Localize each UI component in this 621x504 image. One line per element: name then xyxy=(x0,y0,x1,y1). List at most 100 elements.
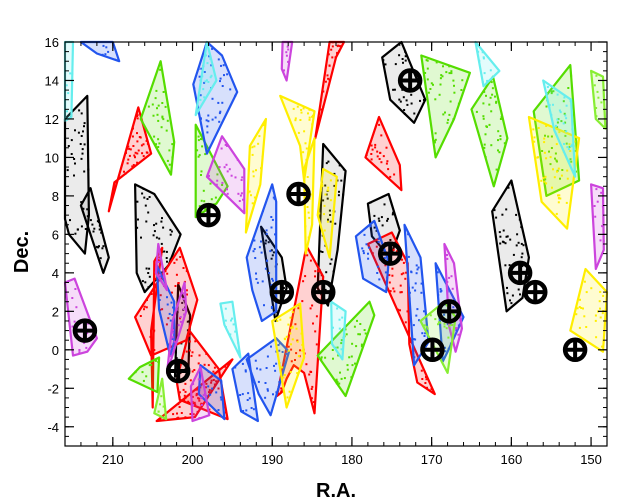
galaxy-dot xyxy=(439,77,442,80)
galaxy-dot xyxy=(163,250,166,253)
galaxy-dot xyxy=(74,232,77,235)
galaxy-dot xyxy=(193,401,196,404)
galaxy-dot xyxy=(162,226,165,229)
galaxy-dot xyxy=(400,273,403,276)
galaxy-dot xyxy=(211,387,214,390)
galaxy-dot xyxy=(370,153,373,155)
galaxy-dot xyxy=(153,230,156,233)
galaxy-dot xyxy=(548,104,551,107)
region-magenta xyxy=(189,366,211,423)
galaxy-dot xyxy=(326,189,329,192)
galaxy-dot xyxy=(424,72,427,74)
galaxy-dot xyxy=(517,241,520,244)
galaxy-dot xyxy=(337,194,340,197)
galaxy-dot xyxy=(252,408,255,411)
galaxy-dot xyxy=(338,327,341,330)
x-tick-label: 210 xyxy=(102,452,124,467)
galaxy-dot xyxy=(194,403,197,406)
galaxy-dot xyxy=(594,314,597,317)
galaxy-dot xyxy=(504,264,507,267)
galaxy-dot xyxy=(533,140,536,143)
galaxy-dot xyxy=(324,356,327,359)
galaxy-dot xyxy=(142,143,145,146)
galaxy-dot xyxy=(369,201,372,204)
galaxy-dot xyxy=(237,341,240,344)
galaxy-dot xyxy=(451,287,454,290)
galaxy-dot xyxy=(334,222,337,225)
galaxy-dot xyxy=(343,377,346,380)
galaxy-dot xyxy=(512,253,515,256)
galaxy-dot xyxy=(266,355,269,358)
galaxy-dot xyxy=(552,90,555,93)
galaxy-dot xyxy=(166,119,169,122)
galaxy-dot xyxy=(564,121,567,124)
galaxy-dot xyxy=(270,226,273,229)
galaxy-dot xyxy=(498,151,501,154)
galaxy-dot xyxy=(324,184,327,187)
galaxy-dot xyxy=(382,155,385,158)
galaxy-dot xyxy=(485,125,488,128)
galaxy-dot xyxy=(259,368,262,371)
galaxy-dot xyxy=(66,110,68,113)
galaxy-dot xyxy=(595,336,598,339)
galaxy-dot xyxy=(355,345,358,348)
galaxy-dot xyxy=(285,335,288,338)
galaxy-dot xyxy=(155,236,158,239)
galaxy-dot xyxy=(385,146,388,149)
galaxy-dot xyxy=(326,220,329,223)
galaxy-dot xyxy=(310,388,313,390)
galaxy-dot xyxy=(286,45,289,48)
galaxy-dot xyxy=(488,103,491,106)
galaxy-dot xyxy=(394,63,397,66)
galaxy-dot xyxy=(392,211,395,214)
galaxy-dot xyxy=(147,105,150,108)
galaxy-dot xyxy=(265,232,268,235)
galaxy-dot xyxy=(234,330,237,333)
galaxy-dot xyxy=(296,339,299,342)
galaxy-dot xyxy=(483,146,486,149)
galaxy-dot xyxy=(374,146,377,149)
galaxy-dot xyxy=(287,345,290,348)
galaxy-dot xyxy=(399,100,402,103)
galaxy-dot xyxy=(410,102,413,105)
galaxy-dot xyxy=(220,398,223,401)
galaxy-dot xyxy=(205,54,207,57)
galaxy-dot xyxy=(98,228,101,231)
galaxy-dot xyxy=(303,196,306,198)
circled-plus-marker xyxy=(269,279,295,305)
galaxy-dot xyxy=(405,271,408,274)
y-tick-label: 8 xyxy=(52,189,59,204)
galaxy-dot xyxy=(385,162,388,165)
galaxy-dot xyxy=(350,355,353,358)
galaxy-dot xyxy=(499,242,502,245)
galaxy-dot xyxy=(414,289,417,292)
galaxy-dot xyxy=(200,174,202,176)
galaxy-dot xyxy=(320,356,323,359)
galaxy-dot xyxy=(177,282,180,285)
galaxy-dot xyxy=(354,362,356,365)
galaxy-dot xyxy=(134,156,136,159)
galaxy-dot xyxy=(336,45,339,48)
galaxy-dot xyxy=(140,236,142,239)
galaxy-dot xyxy=(545,105,548,108)
galaxy-dot xyxy=(326,197,329,200)
galaxy-dot xyxy=(500,116,503,119)
galaxy-dot xyxy=(291,338,294,341)
galaxy-dot xyxy=(141,280,144,283)
galaxy-dot xyxy=(365,243,368,246)
galaxy-dot xyxy=(547,135,550,138)
galaxy-dot xyxy=(182,267,185,269)
galaxy-dot xyxy=(559,177,561,180)
galaxy-dot xyxy=(194,340,197,343)
galaxy-dot xyxy=(89,187,92,190)
galaxy-dot xyxy=(211,47,214,50)
galaxy-dot xyxy=(486,79,489,82)
galaxy-dot xyxy=(403,112,406,115)
galaxy-dot xyxy=(82,130,84,133)
galaxy-dot xyxy=(392,287,395,290)
galaxy-dot xyxy=(599,316,602,319)
galaxy-dot xyxy=(274,369,277,372)
galaxy-dot xyxy=(437,323,439,326)
galaxy-dot xyxy=(73,174,75,177)
galaxy-dot xyxy=(197,139,200,142)
